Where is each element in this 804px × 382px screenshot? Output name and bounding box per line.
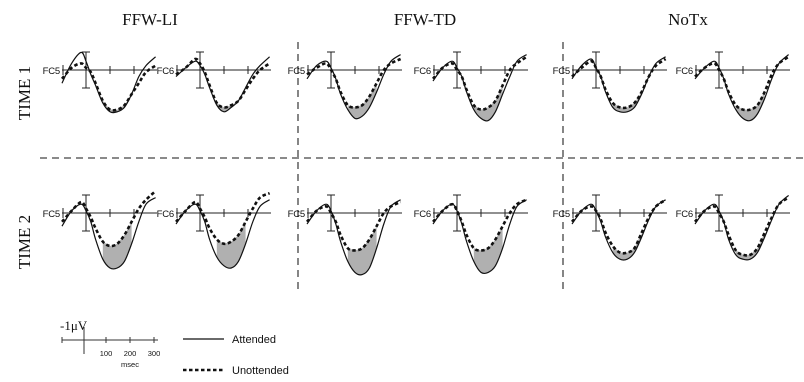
difference-area <box>347 83 377 119</box>
scale-tick-label-300: 300 <box>148 349 161 358</box>
channel-label-fc5: FC5 <box>553 66 570 77</box>
attended-waveform <box>306 199 401 276</box>
attended-waveform <box>175 199 270 269</box>
unattended-waveform <box>175 57 271 109</box>
attended-waveform <box>61 51 157 114</box>
channel-label-fc6: FC6 <box>676 209 693 220</box>
channel-label-fc5: FC5 <box>43 66 60 77</box>
unattended-waveform <box>61 62 157 112</box>
unattended-waveform <box>571 198 667 255</box>
attended-waveform <box>61 197 156 270</box>
unattended-waveform <box>306 57 402 109</box>
panel-time-1-notx-fc6: FC6 <box>676 51 790 122</box>
panel-time-1-ffw-td-fc5: FC5 <box>288 51 402 120</box>
scale-tick-label-200: 200 <box>124 349 137 358</box>
unattended-waveform <box>571 57 667 110</box>
attended-waveform <box>571 56 666 113</box>
panel-time-2-ffw-td-fc5: FC5 <box>288 194 402 276</box>
scale-tick-label-100: 100 <box>100 349 113 358</box>
row-title-time-1: TIME 1 <box>15 66 34 120</box>
row-title-time-2: TIME 2 <box>15 215 34 269</box>
channel-label-fc6: FC6 <box>157 209 174 220</box>
channel-label-fc6: FC6 <box>676 66 693 77</box>
column-title-ffw-li: FFW-LI <box>122 10 178 29</box>
channel-label-fc6: FC6 <box>414 66 431 77</box>
scale-unit-label: msec <box>121 360 139 369</box>
column-title-notx: NoTx <box>668 10 708 29</box>
legend-label-unattended: Unottended <box>232 365 289 377</box>
attended-waveform <box>306 54 401 120</box>
panel-time-2-notx-fc5: FC5 <box>553 194 667 261</box>
unattended-waveform <box>175 191 271 246</box>
difference-area <box>347 226 377 275</box>
unattended-waveform <box>694 55 790 112</box>
difference-area <box>473 85 503 121</box>
channel-label-fc5: FC5 <box>288 66 305 77</box>
channel-label-fc6: FC6 <box>157 66 174 77</box>
scale-volt-label: -1μV <box>60 318 88 333</box>
unattended-waveform <box>432 55 528 111</box>
scale-bar: -1μV 100 200 300 msec <box>60 318 160 369</box>
panel-time-2-ffw-td-fc6: FC6 <box>414 194 528 275</box>
difference-area <box>216 87 246 112</box>
channel-label-fc5: FC5 <box>553 209 570 220</box>
panel-time-1-ffw-li-fc5: FC5 <box>43 51 157 114</box>
attended-waveform <box>694 54 790 122</box>
unattended-waveform <box>432 198 528 252</box>
panel-time-2-ffw-li-fc6: FC6 <box>157 191 271 269</box>
attended-waveform <box>175 56 271 113</box>
panel-time-2-notx-fc6: FC6 <box>676 194 790 261</box>
legend: Attended Unottended <box>183 334 289 377</box>
channel-label-fc5: FC5 <box>43 209 60 220</box>
difference-area <box>102 221 132 269</box>
panel-time-2-ffw-li-fc5: FC5 <box>43 190 157 270</box>
panel-time-1-notx-fc5: FC5 <box>553 51 667 113</box>
panel-time-1-ffw-td-fc6: FC6 <box>414 51 528 122</box>
attended-waveform <box>694 194 790 261</box>
panel-time-1-ffw-li-fc6: FC6 <box>157 51 271 113</box>
difference-area <box>216 221 246 269</box>
channel-label-fc5: FC5 <box>288 209 305 220</box>
unattended-waveform <box>694 196 790 257</box>
waveform-panels: FC5 FC6 FC5 FC6 FC5 FC6 FC5 FC6 FC5 FC6 FC5 FC6 <box>43 51 790 276</box>
channel-label-fc6: FC6 <box>414 209 431 220</box>
attended-waveform <box>432 54 527 122</box>
unattended-waveform <box>61 190 157 248</box>
column-title-ffw-td: FFW-TD <box>394 10 456 29</box>
unattended-waveform <box>306 200 402 252</box>
legend-label-attended: Attended <box>232 334 276 346</box>
difference-area <box>473 226 503 274</box>
